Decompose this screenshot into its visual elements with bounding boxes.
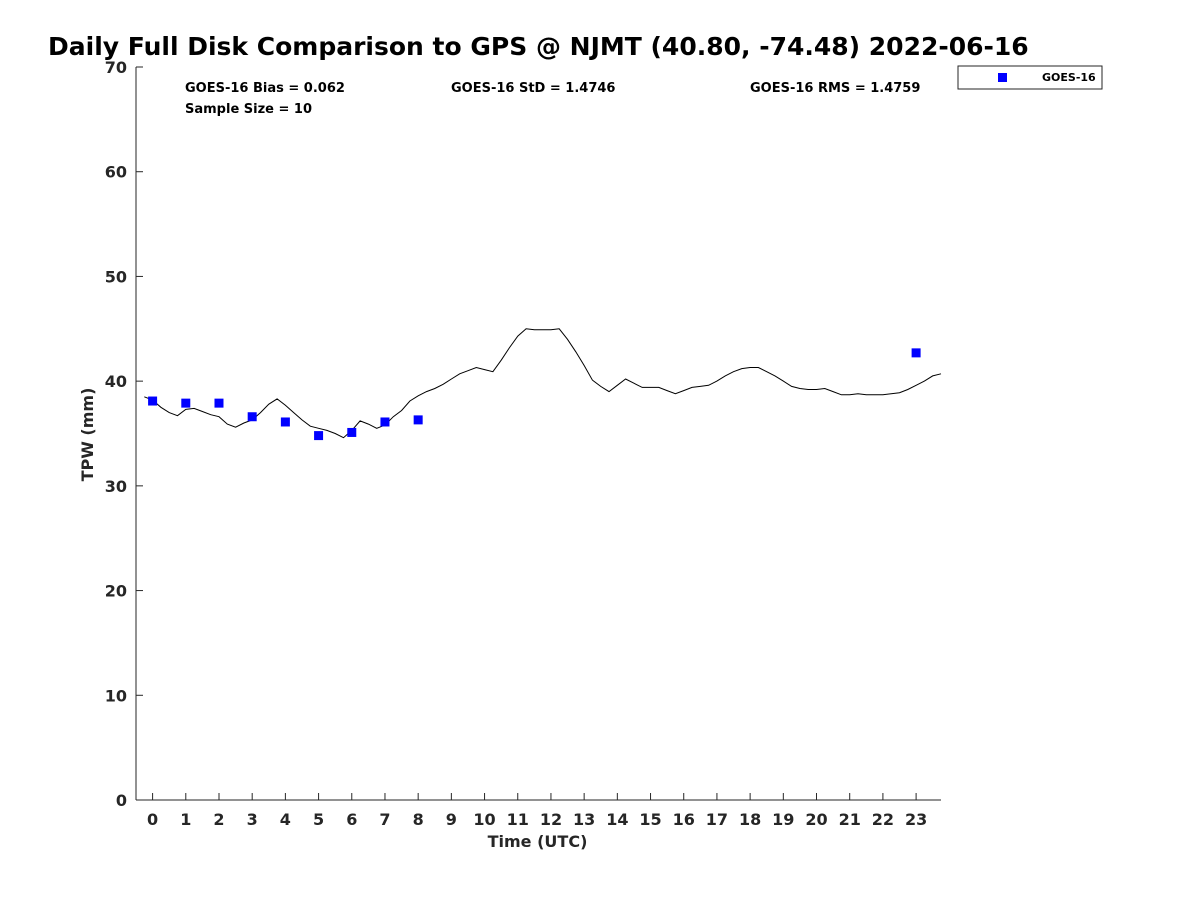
x-tick-label: 16 [673,810,695,829]
x-tick-label: 1 [180,810,191,829]
y-axis-label: TPW (mm) [78,388,97,482]
sample-size-annotation: Sample Size = 10 [185,102,312,117]
y-tick-label: 30 [105,477,127,496]
x-tick-label: 21 [839,810,861,829]
x-tick-label: 10 [473,810,495,829]
goes-16-point [911,348,921,358]
goes-16-point [148,396,158,406]
y-tick-label: 0 [116,791,127,810]
x-tick-label: 5 [313,810,324,829]
x-tick-label: 18 [739,810,761,829]
legend-marker-goes-16 [998,73,1007,82]
x-axis-ticks: 0 1 2 3 4 5 6 7 8 9 10 11 12 13 14 15 16 17 18 19 20 21 22 23 [147,793,927,829]
goes-16-point [247,412,257,422]
x-tick-label: 9 [446,810,457,829]
goes-16-point [280,417,290,427]
legend-label-goes-16: GOES-16 [1042,71,1096,84]
y-tick-label: 10 [105,686,127,705]
y-tick-label: 60 [105,163,127,182]
y-tick-label: 40 [105,372,127,391]
legend-box [957,65,1103,90]
x-tick-label: 11 [507,810,529,829]
bias-annotation: GOES-16 Bias = 0.062 [185,81,345,96]
x-tick-label: 12 [540,810,562,829]
x-tick-label: 13 [573,810,595,829]
x-tick-label: 15 [639,810,661,829]
gps-tpw-line [144,328,942,439]
std-annotation: GOES-16 StD = 1.4746 [451,81,615,96]
x-tick-label: 22 [872,810,894,829]
legend: GOES-16 [957,65,1103,90]
x-tick-label: 20 [805,810,827,829]
rms-annotation: GOES-16 RMS = 1.4759 [750,81,920,96]
y-axis-ticks: 0 10 20 30 40 50 60 70 [105,58,143,810]
goes-16-point [380,417,390,427]
x-tick-label: 6 [346,810,357,829]
series-layer [144,328,942,441]
goes-16-point [314,431,324,441]
x-tick-label: 8 [413,810,424,829]
goes-16-point [413,415,423,425]
goes-16-point [347,427,357,437]
x-tick-label: 14 [606,810,628,829]
x-tick-label: 23 [905,810,927,829]
x-tick-label: 2 [213,810,224,829]
x-tick-label: 4 [280,810,291,829]
x-tick-label: 0 [147,810,158,829]
y-tick-label: 70 [105,58,127,77]
x-axis-label: Time (UTC) [488,832,588,851]
chart-title: Daily Full Disk Comparison to GPS @ NJMT… [48,32,1029,61]
x-tick-label: 17 [706,810,728,829]
x-tick-label: 3 [247,810,258,829]
x-tick-label: 7 [379,810,390,829]
x-tick-label: 19 [772,810,794,829]
stats-annotations: GOES-16 Bias = 0.062 GOES-16 StD = 1.474… [185,81,920,117]
y-tick-label: 20 [105,582,127,601]
goes-16-point [214,398,224,408]
y-tick-label: 50 [105,267,127,286]
goes-16-point [181,398,191,408]
